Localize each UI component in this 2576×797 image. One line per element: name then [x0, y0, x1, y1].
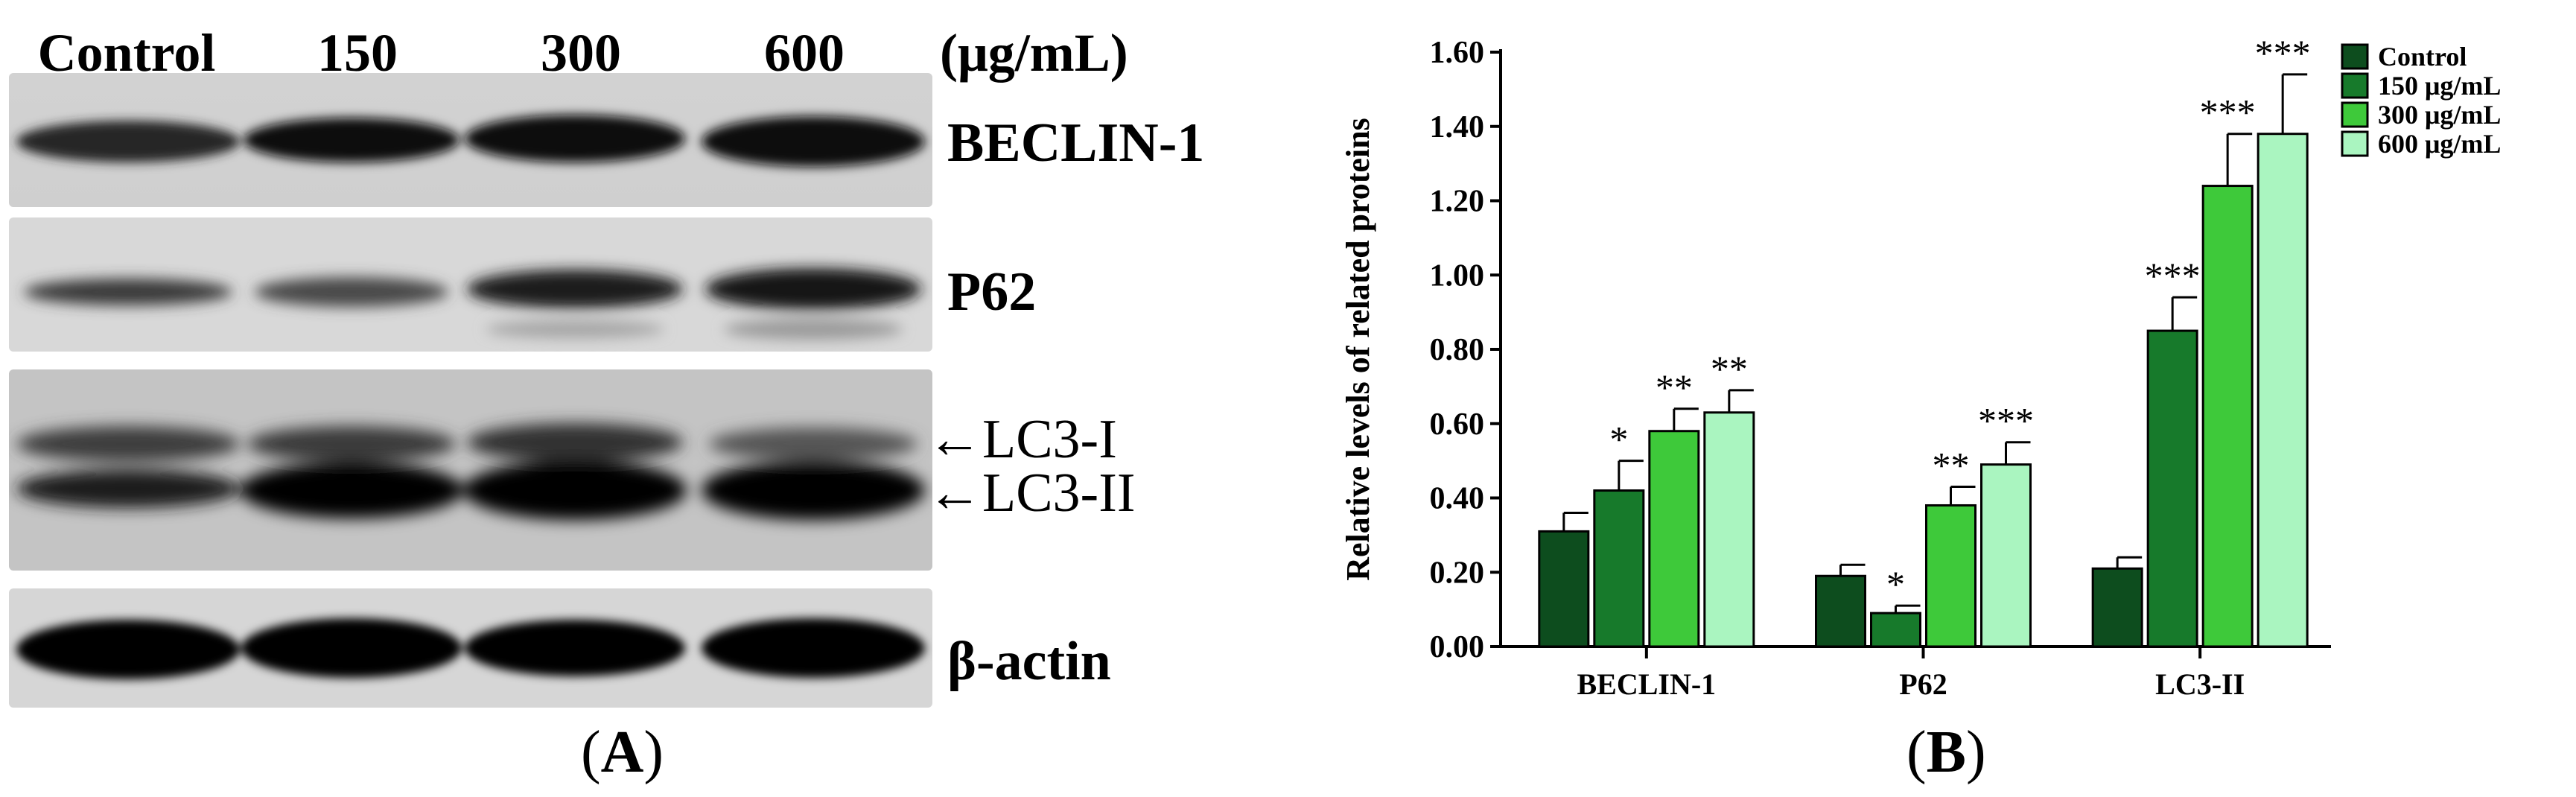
bar — [2091, 567, 2143, 648]
blot-label-p62: P62 — [947, 261, 1037, 323]
y-tick-label: 1.40 — [1430, 110, 1485, 145]
blot-lc3 — [9, 369, 932, 571]
y-tick-label: 0.80 — [1430, 333, 1485, 367]
blot-beclin1-image — [9, 73, 932, 207]
bar — [1815, 574, 1866, 648]
concentration-unit-label: (μg/mL) — [940, 23, 1128, 83]
significance-marker: ** — [1711, 348, 1748, 390]
legend-swatch — [2341, 72, 2369, 99]
panel-letter-b: (B) — [1906, 720, 1986, 785]
blot-beta-actin — [9, 588, 932, 708]
legend-swatch — [2341, 101, 2369, 128]
blot-label-beta-actin: β-actin — [947, 631, 1111, 692]
blot-label-lc3-ii: ←LC3-II — [927, 463, 1136, 524]
bar — [1980, 463, 2032, 648]
y-tick-label: 0.20 — [1430, 556, 1485, 590]
significance-marker: *** — [2145, 255, 2201, 296]
blot-beclin1 — [9, 73, 932, 207]
bar — [2257, 133, 2309, 648]
bar — [1703, 411, 1755, 648]
legend-label: 300 μg/mL — [2378, 100, 2501, 130]
legend-swatch — [2341, 43, 2369, 70]
bar — [1593, 489, 1645, 648]
significance-marker: ** — [1656, 366, 1693, 408]
y-tick-label: 0.40 — [1430, 482, 1485, 516]
bar — [1870, 612, 1921, 648]
y-tick-label: 0.60 — [1430, 407, 1485, 442]
blot-lc3-image — [9, 369, 932, 571]
blot-beta-actin-image — [9, 588, 932, 708]
significance-marker: * — [1609, 419, 1628, 460]
blot-label-lc3-i: ←LC3-I — [927, 409, 1117, 470]
significance-marker: * — [1886, 563, 1905, 605]
lane-label-control: Control — [37, 23, 216, 83]
panel-letter-a: (A) — [581, 720, 664, 785]
lane-label-150: 150 — [317, 23, 398, 83]
x-tick-label: P62 — [1899, 667, 1947, 701]
blot-p62-image — [9, 217, 932, 352]
legend-label: Control — [2378, 42, 2467, 72]
x-tick-label: LC3-II — [2155, 667, 2245, 701]
lane-label-300: 300 — [541, 23, 621, 83]
y-tick-label: 1.00 — [1430, 258, 1485, 293]
bar — [1538, 530, 1590, 648]
legend-label: 150 μg/mL — [2378, 71, 2501, 101]
blot-p62 — [9, 217, 932, 352]
blot-label-beclin1: BECLIN-1 — [947, 112, 1205, 174]
bar — [1648, 430, 1700, 648]
significance-marker: ** — [1933, 445, 1970, 486]
lane-label-600: 600 — [764, 23, 845, 83]
y-tick-label: 1.60 — [1430, 36, 1485, 70]
x-tick-label: BECLIN-1 — [1577, 667, 1716, 701]
bar — [2201, 185, 2254, 648]
significance-marker: *** — [1978, 400, 2034, 442]
significance-marker: *** — [2255, 32, 2311, 74]
y-axis-title: Relative levels of related proteins — [1340, 118, 1376, 581]
bar-chart: 0.00 0.20 0.40 0.60 0.80 1.00 1.20 1.40 1.60 Rela… — [1340, 32, 2501, 701]
y-tick-label: 0.00 — [1430, 630, 1485, 664]
bar — [1925, 504, 1976, 648]
legend-label: 600 μg/mL — [2378, 129, 2501, 159]
significance-marker: *** — [2200, 92, 2256, 133]
y-tick-label: 1.20 — [1430, 185, 1485, 219]
bar — [2146, 329, 2198, 648]
legend-swatch — [2341, 130, 2369, 157]
